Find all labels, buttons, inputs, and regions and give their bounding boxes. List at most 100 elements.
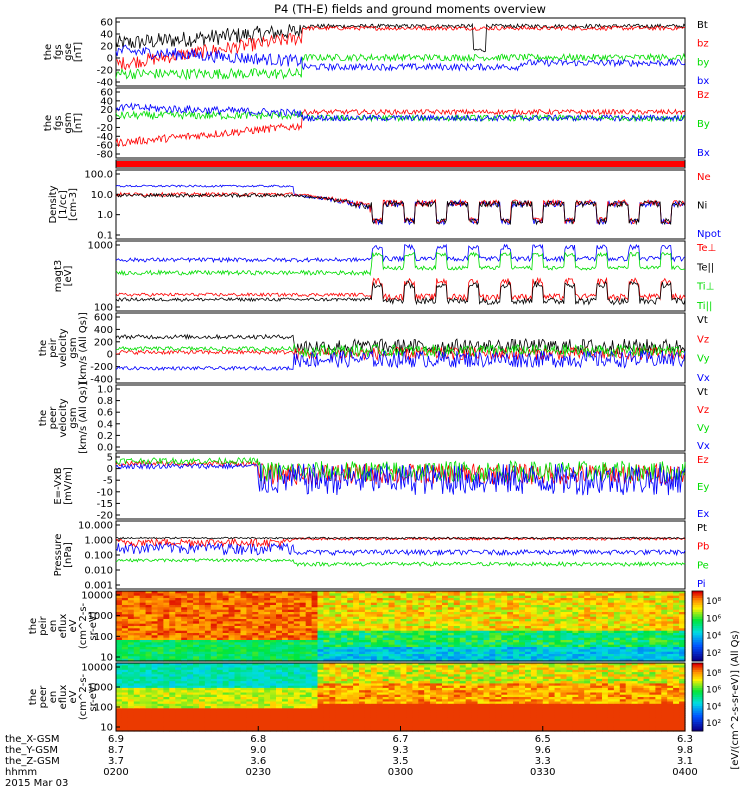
panel-10-frame	[115, 590, 686, 662]
panel-5-ylabel: [eV]	[63, 266, 74, 287]
panel-7-ytick: 1.0	[97, 385, 113, 396]
xaxis-label-time: hhmm	[5, 767, 37, 778]
panel-7-legend-vt: Vt	[697, 387, 708, 398]
panel-7-legend-vx: Vx	[697, 441, 710, 452]
bz-gsm-line	[115, 108, 686, 147]
panel-6-ytick: 200	[94, 337, 113, 348]
panel-9-ytick: 10.000	[78, 521, 113, 532]
panel-11-ytick: 10	[100, 723, 113, 734]
colorbar-2-tick: 10⁶	[706, 686, 721, 696]
panel-2-ylabel: fgs	[53, 115, 64, 130]
panel-1-legend-bt: Bt	[697, 20, 708, 31]
panel-10-ylabel: (cm^2-s-	[78, 602, 89, 649]
panel-2-ytick: -80	[97, 150, 113, 161]
xtick-x-3: 6.7	[393, 734, 409, 745]
xtick-z-3: 3.5	[393, 756, 409, 767]
pt-line	[115, 536, 686, 540]
panel-7-ytick: 0.8	[97, 396, 113, 407]
panel-6-ytick: 600	[94, 313, 113, 324]
panel-11-ylabel: en	[48, 691, 59, 704]
panel-10-ytick: 1000	[88, 611, 113, 622]
panel-9-legend-pi: Pi	[697, 579, 706, 590]
xtick-y-5: 9.8	[677, 745, 693, 756]
vx-line	[115, 349, 686, 371]
panel-7-legend-vz: Vz	[697, 405, 709, 416]
xaxis-label-x: the_X-GSM	[5, 734, 59, 745]
panel-8-legend-ey: Ey	[697, 482, 709, 493]
panel-8-ylabel: [mV/m]	[63, 467, 74, 505]
panel-4-ylabel: Density	[48, 185, 59, 223]
panel-6-frame	[115, 312, 686, 384]
panel-7-ylabel: [km/s (All Qs)]	[78, 382, 89, 454]
panel-11-ylabel: sr-eV)	[88, 682, 99, 711]
colorbar-1-step	[692, 612, 703, 615]
panel-1-ytick: 0	[107, 54, 113, 65]
panel-7-ylabel: peer	[48, 406, 59, 430]
colorbar-2-step	[692, 687, 703, 691]
colorbar-1-step	[692, 614, 703, 618]
panel-4-frame	[115, 169, 686, 240]
colorbar-1-step	[692, 607, 703, 611]
panel-1-legend-bz: bz	[697, 39, 709, 50]
panel-7-legend-vy: Vy	[697, 423, 710, 434]
xtick-z-1: 3.7	[108, 756, 124, 767]
panel-6-ytick: -200	[90, 362, 113, 373]
xtick-t-3: 0300	[388, 767, 413, 778]
panel-10-ylabel: the	[28, 618, 39, 634]
te-line	[115, 280, 686, 306]
colorbar-2-step	[692, 706, 703, 709]
colorbar-2-step	[692, 717, 703, 721]
panel-4-ytick: 10.0	[91, 190, 113, 201]
colorbar-1-step	[692, 658, 703, 662]
colorbar-1-step	[692, 633, 703, 636]
panel-5-legend-ti||: Ti||	[696, 301, 712, 312]
panel-8-ytick: -15	[97, 499, 113, 510]
xaxis-label-z: the_Z-GSM	[5, 756, 60, 767]
bx-line	[115, 44, 686, 72]
colorbar-1-step	[692, 654, 703, 657]
panel-6-legend-vz: Vz	[697, 334, 709, 345]
xtick-z-5: 3.1	[677, 756, 693, 767]
panel-10-ylabel: en	[48, 620, 59, 633]
colorbar-2-step	[692, 699, 703, 703]
xtick-x-1: 6.9	[108, 734, 124, 745]
colorbar-2-step	[692, 685, 703, 689]
colorbar-2-step	[692, 681, 703, 684]
colorbar-1-frame	[691, 590, 704, 662]
colorbar-1-step	[692, 651, 703, 655]
panel-2-ytick: -40	[97, 132, 113, 143]
te-perp-line	[115, 276, 686, 302]
bt-line	[115, 22, 686, 53]
colorbar-1-step	[692, 630, 703, 634]
panel-11-ylabel: (cm^2-s-	[78, 673, 89, 720]
colorbar-2-step	[692, 715, 703, 718]
colorbar-2-step	[692, 710, 703, 714]
panel-1-legend-bx: bx	[697, 76, 709, 87]
panel-7-ylabel: velocity	[58, 398, 69, 437]
panel-2-frame	[115, 87, 686, 159]
colorbar-1-step	[692, 621, 703, 625]
ex-line	[115, 462, 686, 496]
panel-9-legend-pe: Pe	[697, 560, 709, 571]
panel-2-legend-bz: Bz	[697, 90, 709, 101]
panel-11-ytick: 100	[94, 703, 113, 714]
colorbar-1-step	[692, 635, 703, 639]
xtick-t-2: 0230	[246, 767, 271, 778]
colorbar-2-step	[692, 719, 703, 723]
panel-3-frame	[115, 159, 686, 169]
xtick-x-2: 6.8	[250, 734, 266, 745]
colorbar-1-step	[692, 616, 703, 620]
xtick-y-2: 9.0	[250, 745, 266, 756]
colorbar-1-step	[692, 602, 703, 606]
colorbar-2-tick: 10²	[706, 719, 721, 729]
red-quality-bar	[116, 161, 685, 167]
electron-spectrogram	[116, 663, 686, 732]
panel-8-frame	[115, 452, 686, 520]
panel-11-ytick: 10000	[81, 663, 113, 674]
colorbar-2-step	[692, 690, 703, 693]
colorbar-2-tick: 10⁴	[706, 702, 721, 712]
xtick-t-5: 0400	[672, 767, 697, 778]
vt-line	[115, 333, 686, 356]
xtick-x-4: 6.5	[535, 734, 551, 745]
colorbar-2-tick: 10⁸	[706, 669, 721, 679]
